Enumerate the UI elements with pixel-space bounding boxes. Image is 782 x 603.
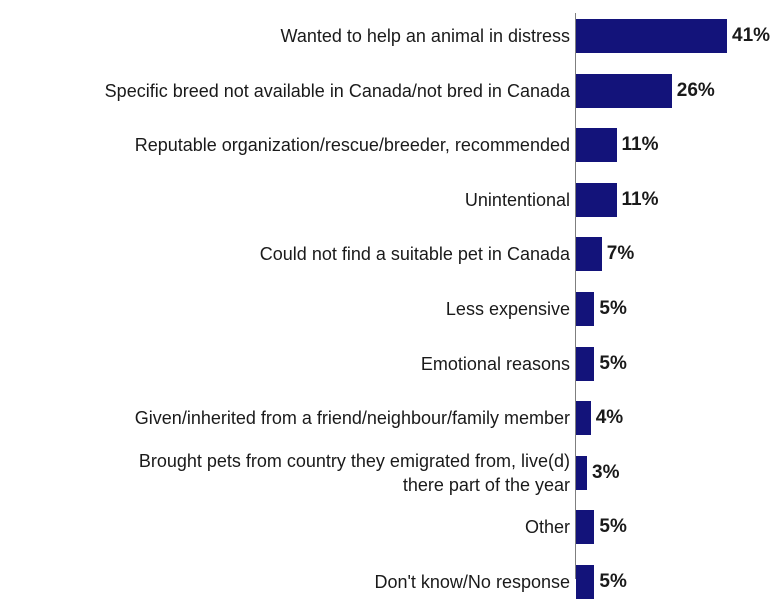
category-label: Reputable organization/rescue/breeder, r… (135, 133, 570, 157)
bar (576, 292, 595, 326)
data-label: 4% (595, 407, 624, 429)
category-label: Could not find a suitable pet in Canada (260, 242, 570, 266)
category-label: Wanted to help an animal in distress (281, 24, 571, 48)
bar (576, 128, 617, 163)
category-label-line: Could not find a suitable pet in Canada (259, 244, 570, 265)
data-label: 5% (599, 516, 627, 538)
category-label-line: Given/inherited from a friend/neighbour/… (134, 408, 570, 429)
category-label-line: there part of the year (402, 474, 570, 495)
data-label: 5% (599, 571, 627, 592)
category-label: Less expensive (446, 297, 570, 321)
data-label: 11% (621, 188, 659, 210)
category-label: Don't know/No response (374, 570, 570, 594)
data-label: 41% (732, 25, 771, 46)
bar (576, 455, 588, 490)
category-label: Brought pets from country they emigrated… (139, 449, 570, 497)
bar (576, 510, 595, 545)
category-label-line: Brought pets from country they emigrated… (138, 450, 570, 471)
bar (576, 19, 727, 53)
category-label-line: Don't know/No response (374, 572, 570, 592)
category-label-line: Specific breed not available in Canada/n… (104, 80, 570, 101)
category-axis-line (575, 13, 576, 579)
data-label: 11% (621, 134, 659, 156)
category-label: Given/inherited from a friend/neighbour/… (135, 406, 570, 430)
category-label-line: Other (524, 517, 570, 538)
bar (576, 401, 591, 436)
category-label-line: Emotional reasons (420, 353, 570, 374)
category-label-line: Less expensive (445, 299, 570, 319)
category-label: Specific breed not available in Canada/n… (105, 79, 570, 103)
bar (576, 73, 672, 108)
category-label-line: Unintentional (464, 189, 570, 210)
data-label: 7% (606, 243, 635, 265)
category-label: Other (525, 515, 570, 539)
bar (576, 237, 602, 272)
data-label: 5% (599, 352, 627, 374)
data-label: 5% (599, 298, 627, 319)
category-label: Emotional reasons (421, 352, 570, 376)
bar (576, 346, 595, 381)
category-label-line: Wanted to help an animal in distress (280, 26, 571, 46)
data-label: 26% (676, 79, 715, 101)
category-label-line: Reputable organization/rescue/breeder, r… (134, 135, 570, 156)
category-label: Unintentional (465, 188, 570, 212)
bar (576, 565, 595, 599)
bar (576, 182, 617, 217)
data-label: 3% (592, 461, 620, 483)
